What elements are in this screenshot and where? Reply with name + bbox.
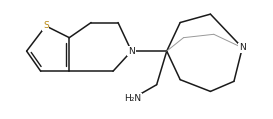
Text: S: S [43, 21, 49, 30]
Text: N: N [128, 47, 135, 56]
Text: N: N [239, 43, 246, 52]
Text: H₂N: H₂N [124, 94, 142, 103]
